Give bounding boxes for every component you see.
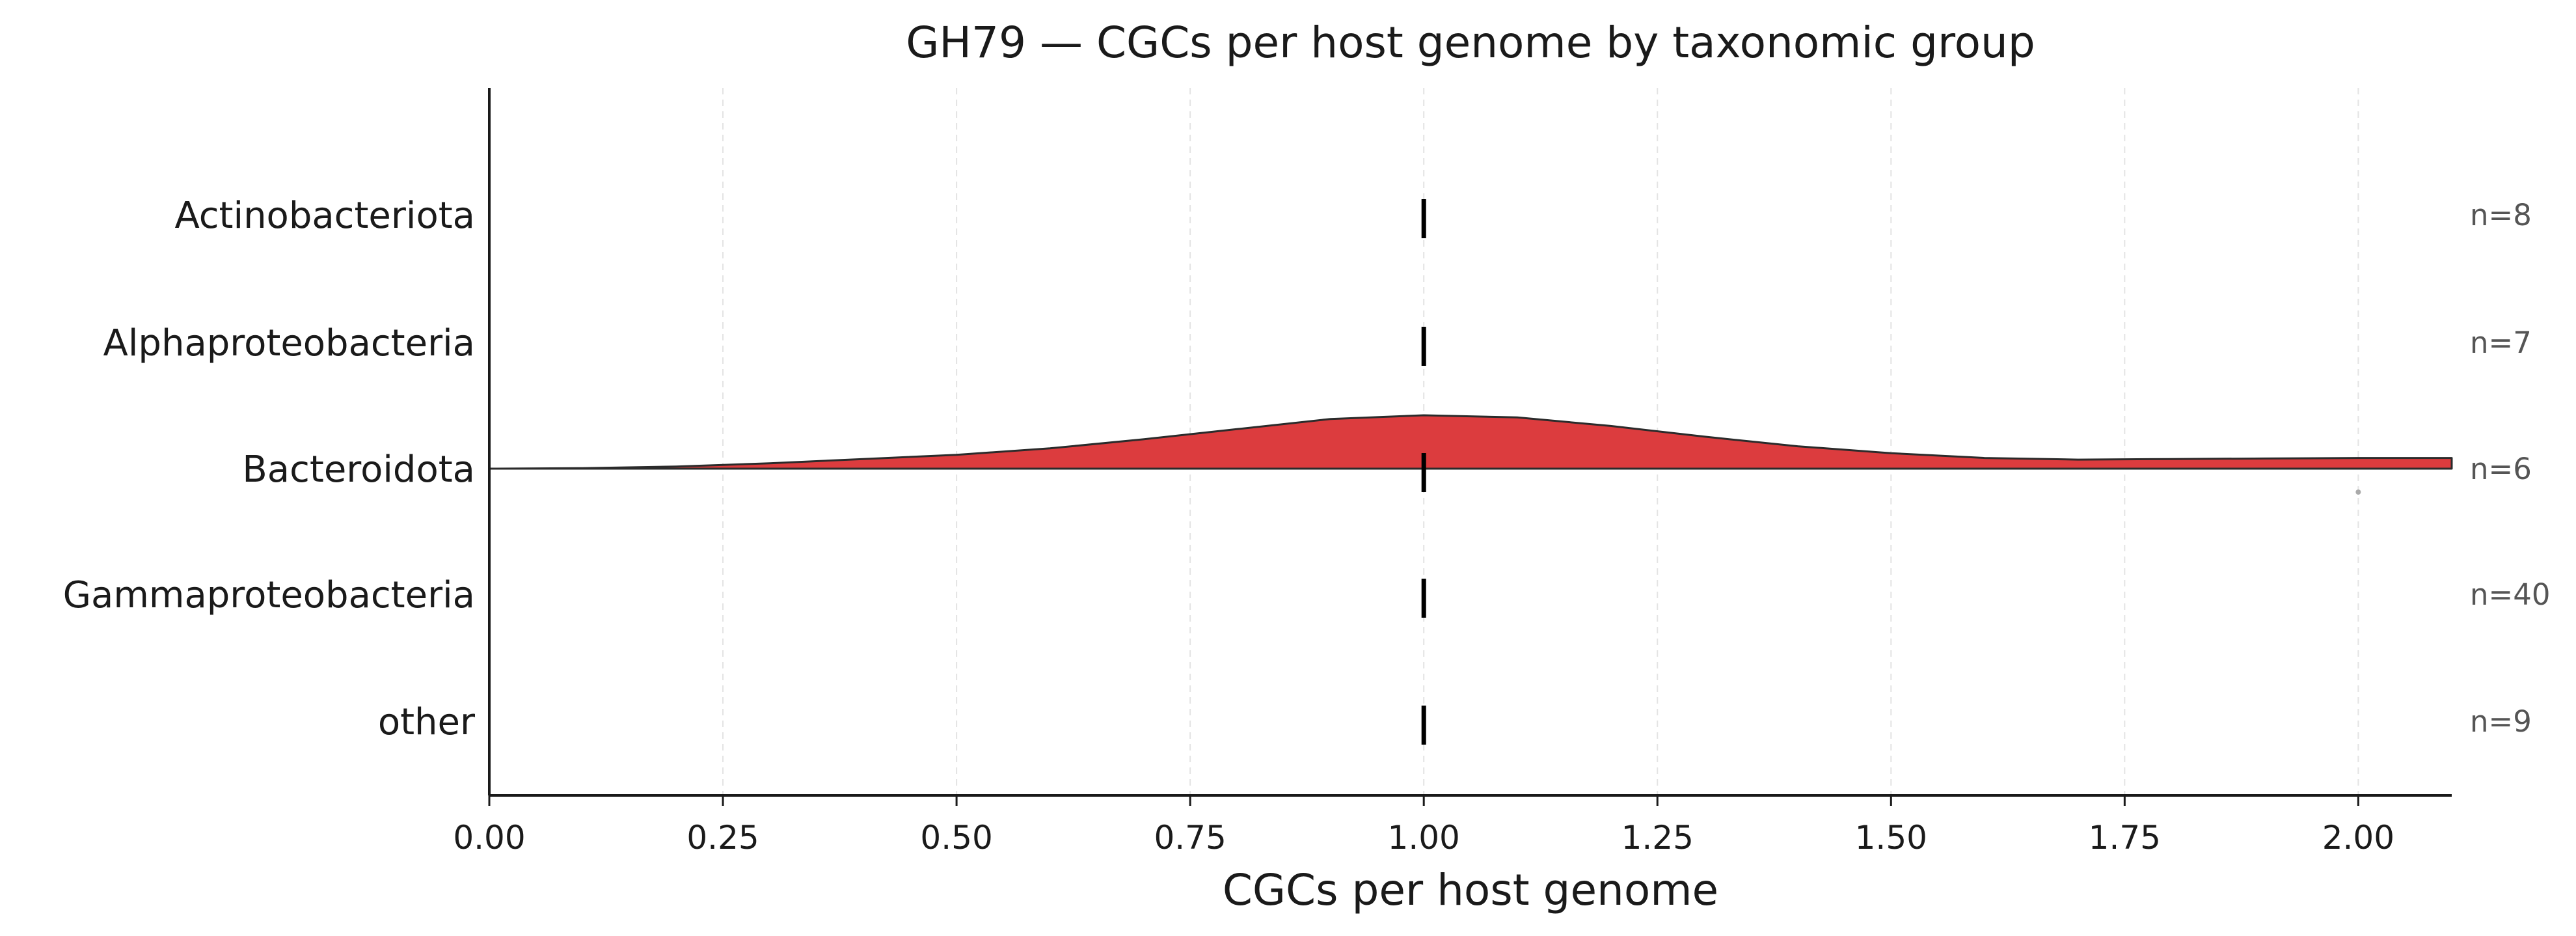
chart-title: GH79 — CGCs per host genome by taxonomic… xyxy=(906,18,2035,68)
category-label: other xyxy=(378,701,476,743)
x-tick-label: 1.50 xyxy=(1855,819,1927,857)
outlier-point xyxy=(2355,489,2361,495)
x-tick-label: 0.25 xyxy=(686,819,759,857)
count-label: n=9 xyxy=(2470,704,2532,739)
category-label: Bacteroidota xyxy=(242,448,475,491)
x-tick-label: 1.00 xyxy=(1388,819,1460,857)
violin-bacteroidota xyxy=(488,414,2453,470)
count-label: n=40 xyxy=(2470,577,2551,612)
count-label: n=8 xyxy=(2470,198,2532,232)
x-tick-label: 1.25 xyxy=(1621,819,1694,857)
count-labels: n=8 n=7 n=6 n=40 n=9 xyxy=(2470,198,2551,739)
x-tick-label: 0.75 xyxy=(1154,819,1226,857)
category-labels: Actinobacteriota Alphaproteobacteria Bacte… xyxy=(63,195,476,743)
count-label: n=6 xyxy=(2470,452,2532,486)
x-ticks: 0.00 0.25 0.50 0.75 1.00 1.25 1.50 1.75 2.00 xyxy=(453,795,2394,857)
x-axis-label: CGCs per host genome xyxy=(1223,865,1718,915)
category-label: Actinobacteriota xyxy=(174,195,475,237)
x-tick-label: 0.50 xyxy=(920,819,992,857)
x-tick-label: 1.75 xyxy=(2089,819,2161,857)
outlier-points xyxy=(2355,489,2361,495)
category-label: Gammaproteobacteria xyxy=(63,574,475,616)
x-tick-label: 0.00 xyxy=(453,819,525,857)
x-tick-label: 2.00 xyxy=(2322,819,2394,857)
category-label: Alphaproteobacteria xyxy=(103,322,475,365)
violin-layer xyxy=(488,414,2453,470)
count-label: n=7 xyxy=(2470,325,2532,360)
